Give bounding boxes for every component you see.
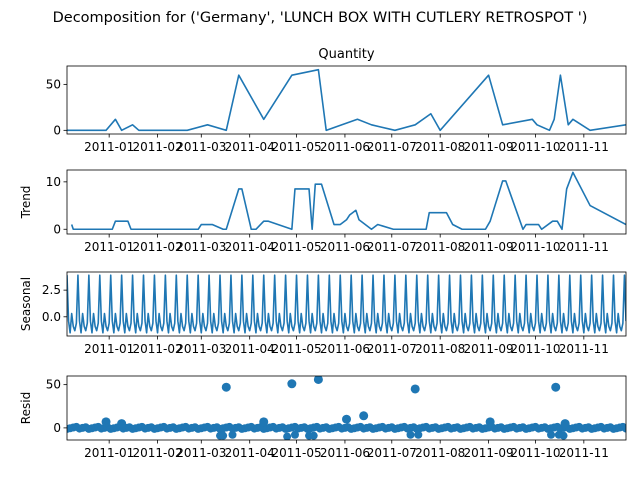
x-tick-label: 2011-11	[559, 240, 609, 254]
x-tick-label: 2011-08	[415, 342, 465, 356]
panel-trend: Trend0102011-012011-022011-032011-042011…	[19, 169, 627, 254]
resid-point	[622, 424, 626, 433]
x-tick-label: 2011-05	[271, 140, 321, 154]
axes-frame-resid	[66, 375, 627, 441]
resid-point-outlier	[359, 411, 369, 421]
y-axis-label-trend: Trend	[19, 186, 33, 220]
axes-frame-seasonal	[66, 271, 627, 337]
y-tick-label: 0	[53, 421, 61, 435]
x-tick-label: 2011-04	[225, 342, 275, 356]
resid-point-outlier	[287, 379, 297, 389]
resid-point-outlier	[560, 419, 570, 429]
y-tick-label: 0	[53, 123, 61, 137]
x-tick-label: 2011-11	[559, 446, 609, 460]
resid-point-negative	[309, 431, 318, 440]
series-line-seasonal	[67, 274, 626, 334]
x-tick-label: 2011-03	[176, 240, 226, 254]
x-tick-label: 2011-10	[510, 240, 560, 254]
x-tick-label: 2011-11	[559, 342, 609, 356]
x-tick-label: 2011-09	[464, 446, 514, 460]
x-tick-label: 2011-11	[559, 140, 609, 154]
axes-frame-trend	[66, 169, 627, 235]
x-tick-label: 2011-10	[510, 446, 560, 460]
y-tick-label: 10	[46, 175, 61, 189]
plot-area-trend	[70, 171, 626, 231]
x-tick-label: 2011-06	[320, 140, 370, 154]
resid-point-negative	[290, 430, 299, 439]
y-axis-label-resid: Resid	[19, 392, 33, 424]
resid-point-outlier	[342, 414, 351, 424]
x-tick-label: 2011-07	[367, 240, 417, 254]
resid-point-negative	[406, 430, 415, 439]
series-line-observed	[67, 68, 626, 132]
resid-point-outlier	[101, 417, 111, 427]
axes-frame-observed	[66, 65, 627, 135]
resid-point-negative	[559, 431, 568, 440]
y-axis-label-seasonal: Seasonal	[19, 277, 33, 331]
panels: Quantity0502011-012011-022011-032011-042…	[19, 47, 627, 460]
x-tick-label: 2011-02	[132, 140, 182, 154]
y-tick-label: 0	[53, 222, 61, 236]
x-tick-label: 2011-05	[271, 342, 321, 356]
resid-point-negative	[219, 431, 228, 440]
x-tick-label: 2011-02	[132, 446, 182, 460]
x-tick-label: 2011-10	[510, 140, 560, 154]
x-tick-label: 2011-01	[84, 240, 134, 254]
resid-point-negative	[547, 430, 556, 439]
resid-point-negative	[283, 432, 292, 440]
panel-seasonal: Seasonal 0.02.52011-012011-022011-032011-…	[19, 271, 627, 356]
resid-point-outlier	[485, 417, 495, 427]
x-tick-label: 2011-02	[132, 240, 182, 254]
x-tick-label: 2011-08	[415, 446, 465, 460]
resid-point-outlier	[221, 382, 231, 392]
resid-point-negative	[414, 430, 423, 439]
figure-suptitle: Decomposition for ('Germany', 'LUNCH BOX…	[53, 10, 588, 26]
x-tick-label: 2011-03	[176, 342, 226, 356]
x-tick-label: 2011-06	[320, 446, 370, 460]
series-line-trend	[70, 171, 626, 231]
plot-area-resid	[67, 376, 626, 440]
x-tick-label: 2011-04	[225, 240, 275, 254]
x-tick-label: 2011-05	[271, 446, 321, 460]
panel-resid: Resid0502011-012011-022011-032011-042011…	[19, 375, 627, 460]
y-tick-label: 50	[46, 378, 61, 392]
resid-point-negative	[228, 430, 237, 439]
x-tick-label: 2011-07	[367, 446, 417, 460]
panel-observed: Quantity0502011-012011-022011-032011-042…	[46, 47, 627, 154]
x-tick-label: 2011-09	[464, 140, 514, 154]
x-tick-label: 2011-02	[132, 342, 182, 356]
resid-point-outlier	[117, 419, 127, 429]
x-tick-label: 2011-06	[320, 342, 370, 356]
x-tick-label: 2011-09	[464, 342, 514, 356]
x-tick-label: 2011-06	[320, 240, 370, 254]
x-tick-label: 2011-03	[176, 446, 226, 460]
x-tick-label: 2011-07	[367, 342, 417, 356]
x-tick-label: 2011-05	[271, 240, 321, 254]
resid-point-outlier	[259, 417, 269, 427]
x-tick-label: 2011-03	[176, 140, 226, 154]
y-tick-label: 0.0	[42, 310, 61, 324]
x-tick-label: 2011-09	[464, 240, 514, 254]
x-tick-label: 2011-01	[84, 140, 134, 154]
x-tick-label: 2011-10	[510, 342, 560, 356]
x-tick-label: 2011-01	[84, 446, 134, 460]
x-tick-label: 2011-08	[415, 140, 465, 154]
resid-point-outlier	[410, 384, 420, 394]
y-tick-label: 50	[46, 77, 61, 91]
x-tick-label: 2011-04	[225, 446, 275, 460]
x-tick-label: 2011-01	[84, 342, 134, 356]
resid-point-outlier	[551, 382, 561, 392]
y-tick-label: 2.5	[42, 283, 61, 297]
x-tick-label: 2011-04	[225, 140, 275, 154]
resid-point-outlier	[313, 376, 323, 384]
plot-area-observed	[67, 68, 626, 132]
x-tick-label: 2011-08	[415, 240, 465, 254]
x-tick-label: 2011-07	[367, 140, 417, 154]
plot-area-seasonal	[67, 274, 626, 334]
panel-title-observed: Quantity	[318, 47, 374, 62]
